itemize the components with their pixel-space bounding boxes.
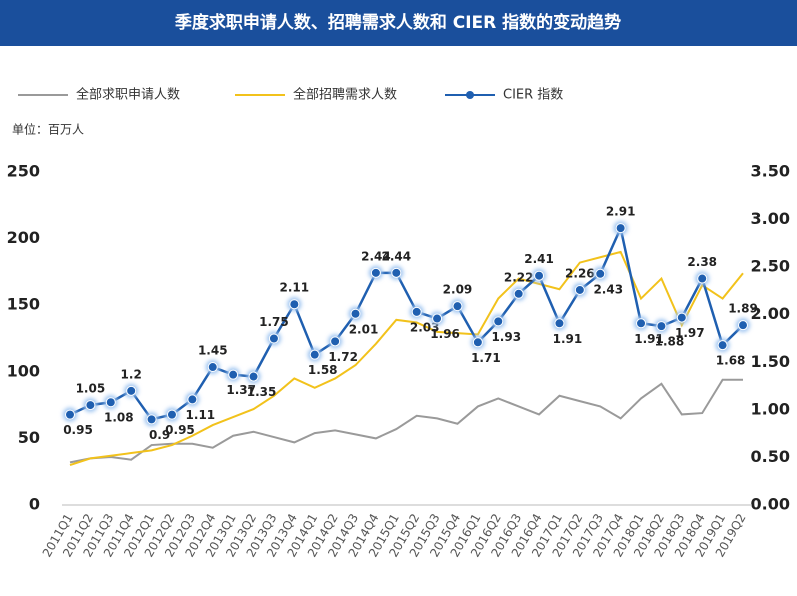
marker: [493, 316, 504, 327]
data-label: 2.41: [524, 252, 554, 266]
marker: [656, 321, 667, 332]
marker: [697, 273, 708, 284]
marker: [513, 288, 524, 299]
marker: [268, 333, 279, 344]
data-label: 1.93: [491, 330, 521, 344]
data-label: 1.88: [655, 335, 685, 349]
data-label: 2.44: [361, 249, 391, 263]
data-label: 2.43: [593, 282, 623, 296]
marker: [472, 337, 483, 348]
y2-tick-label: 2.50: [751, 257, 790, 276]
y-tick-label: 0: [29, 495, 40, 514]
marker: [85, 400, 96, 411]
marker: [207, 362, 218, 373]
data-label: 1.35: [247, 385, 277, 399]
marker: [65, 409, 75, 420]
marker: [370, 267, 381, 278]
marker: [146, 414, 157, 425]
y2-tick-label: 3.00: [751, 209, 790, 228]
marker: [738, 320, 748, 331]
marker: [166, 409, 177, 420]
data-label: 2.38: [687, 255, 717, 269]
y-tick-label: 50: [18, 428, 40, 447]
marker: [228, 369, 239, 380]
marker: [330, 336, 341, 347]
data-label: 0.95: [165, 423, 195, 437]
data-label: 1.58: [308, 363, 338, 377]
data-label: 1.72: [328, 350, 358, 364]
series-line: [69, 378, 743, 464]
data-label: 1.97: [675, 326, 705, 340]
marker: [452, 301, 463, 312]
data-label: 2.09: [443, 283, 473, 297]
data-label: 1.71: [471, 351, 501, 365]
data-label: 1.37: [226, 383, 256, 397]
data-label: 1.89: [728, 302, 758, 316]
data-label: 2.11: [280, 281, 310, 295]
y-tick-label: 200: [7, 228, 40, 247]
data-label: 2.26: [565, 266, 595, 280]
legend-marker: [466, 91, 474, 99]
legend-label: CIER 指数: [503, 88, 563, 103]
data-label: 1.11: [186, 408, 216, 422]
data-label: 1.08: [104, 411, 134, 425]
subtitle: 单位：百万人: [12, 122, 84, 137]
y2-tick-label: 1.00: [751, 399, 790, 418]
data-label: 2.01: [349, 322, 379, 336]
data-label: 1.91: [553, 332, 583, 346]
data-label: 2.44: [381, 249, 411, 263]
y-tick-label: 100: [7, 361, 40, 380]
data-label: 1.68: [716, 354, 746, 368]
y2-tick-label: 3.50: [751, 162, 790, 181]
title-bar: [0, 0, 797, 46]
marker: [636, 318, 647, 329]
data-label: 1.2: [121, 367, 142, 381]
y-tick-label: 250: [7, 162, 40, 181]
marker: [391, 267, 402, 278]
y2-tick-label: 0.50: [751, 447, 790, 466]
data-label: 1.96: [430, 327, 460, 341]
marker: [554, 318, 565, 329]
data-label: 1.75: [259, 315, 289, 329]
marker: [309, 349, 320, 360]
y2-tick-label: 2.00: [751, 304, 790, 323]
marker: [187, 394, 198, 405]
marker: [289, 299, 300, 310]
y-tick-label: 150: [7, 295, 40, 314]
data-label: 1.91: [634, 332, 664, 346]
marker: [411, 306, 422, 317]
legend-label: 全部招聘需求人数: [293, 87, 397, 103]
marker: [676, 312, 687, 323]
data-label: 1.45: [198, 344, 228, 358]
marker: [717, 340, 728, 351]
chart-title: 季度求职申请人数、招聘需求人数和 CIER 指数的变动趋势: [175, 12, 621, 33]
marker: [350, 308, 361, 319]
data-label: 1.05: [76, 382, 106, 396]
marker: [574, 284, 585, 295]
legend-label: 全部求职申请人数: [76, 87, 180, 103]
marker: [248, 371, 259, 382]
data-label: 0.9: [149, 428, 170, 442]
data-label: 2.03: [410, 320, 440, 334]
marker: [615, 223, 626, 234]
y2-tick-label: 0.00: [751, 495, 790, 514]
marker: [432, 313, 443, 324]
data-label: 0.95: [63, 423, 93, 437]
data-label: 2.22: [504, 270, 534, 284]
data-label: 2.91: [606, 205, 636, 219]
series-line: [69, 224, 744, 421]
marker: [534, 270, 545, 281]
marker: [126, 385, 137, 396]
y2-tick-label: 1.50: [751, 352, 790, 371]
marker: [595, 268, 606, 279]
marker: [105, 397, 116, 408]
